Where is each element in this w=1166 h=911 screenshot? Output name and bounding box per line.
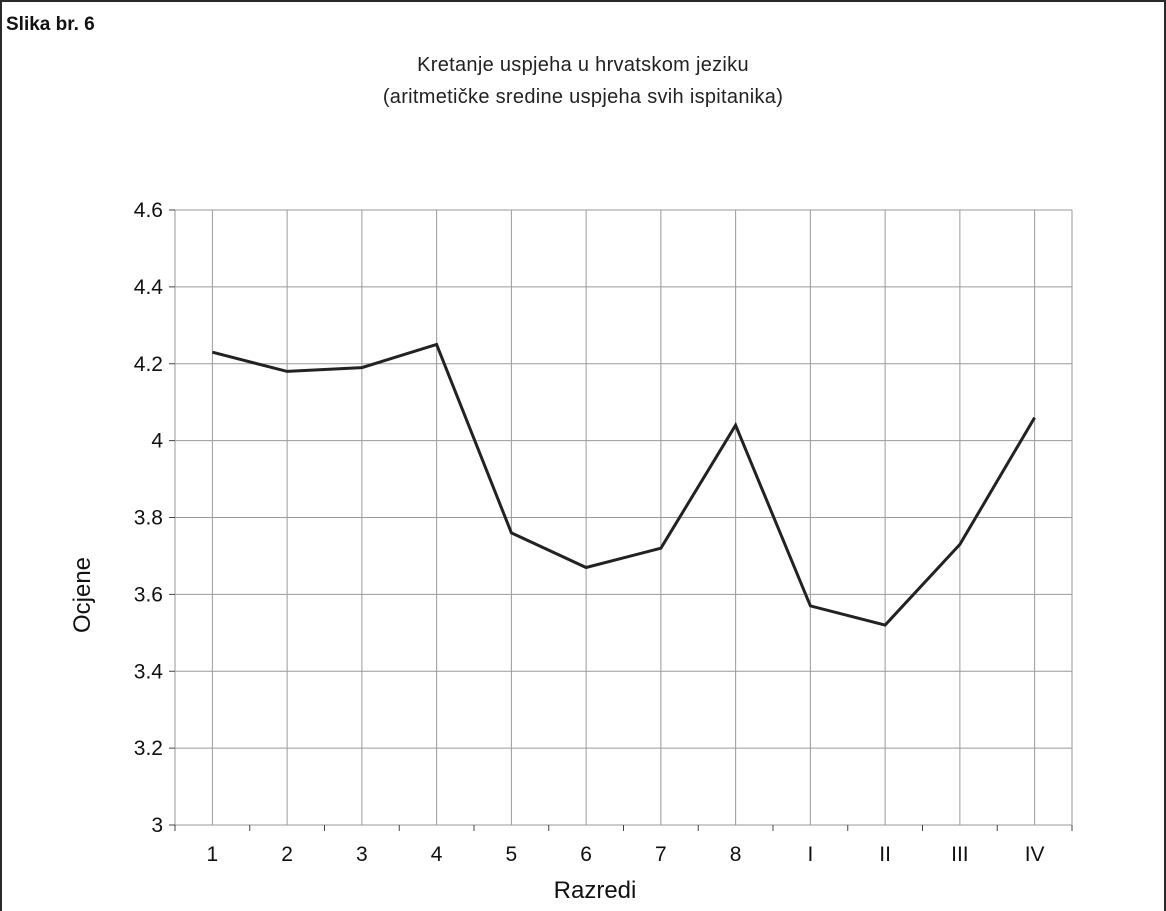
x-tick-label: II — [879, 843, 891, 866]
chart-subtitle: (aritmetičke sredine uspjeha svih ispita… — [382, 86, 784, 108]
y-tick-labels: 3 3.2 3.4 3.6 3.8 4 4.2 4.4 4.6 — [134, 199, 164, 837]
y-tick-label: 4.6 — [134, 199, 163, 222]
y-tick-label: 3.2 — [134, 737, 163, 760]
x-tick-label: I — [807, 843, 813, 866]
x-axis-title: Razredi — [554, 877, 637, 904]
x-tick-label: 7 — [655, 843, 667, 866]
x-tick-label: IV — [1025, 843, 1045, 866]
y-tick-label: 3.6 — [134, 583, 163, 606]
x-tick-label: 8 — [730, 843, 742, 866]
y-axis-title: Ocjene — [69, 557, 96, 633]
x-tick-label: 1 — [207, 843, 219, 866]
grid — [169, 209, 1073, 831]
series-line — [212, 342, 1036, 627]
x-tick-label: 6 — [580, 843, 592, 866]
x-tick-label: 5 — [506, 843, 518, 866]
figure-label: Slika br. 6 — [6, 14, 95, 35]
x-tick-label: 3 — [356, 843, 368, 866]
x-tick-label: III — [951, 843, 969, 866]
y-tick-label: 4.2 — [134, 353, 163, 376]
chart-title: Kretanje uspjeha u hrvatskom jeziku — [417, 54, 749, 76]
x-tick-label: 4 — [431, 843, 443, 866]
y-tick-label: 3 — [151, 814, 163, 837]
x-tick-labels: 1 2 3 4 5 6 7 8 I II III IV — [207, 843, 1045, 866]
y-tick-label: 4.4 — [134, 276, 164, 299]
y-tick-label: 4 — [151, 430, 163, 453]
y-tick-label: 3.4 — [134, 660, 164, 683]
series — [212, 342, 1036, 627]
y-tick-label: 3.8 — [134, 507, 163, 530]
x-tick-label: 2 — [281, 843, 293, 866]
